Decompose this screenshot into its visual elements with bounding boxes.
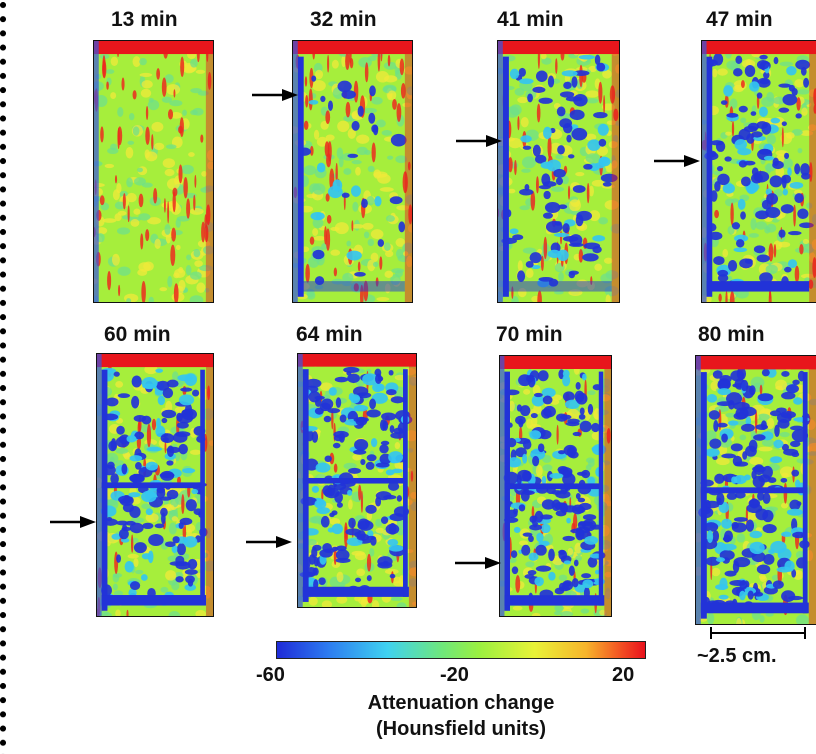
arrow-right-icon <box>246 536 292 548</box>
scale-bar <box>710 627 806 639</box>
arrow-right-icon <box>50 516 96 528</box>
colorbar-min-label: -60 <box>256 664 285 686</box>
ct-scan-panel-41min <box>497 40 620 303</box>
colorbar-title-line2: (Hounsfield units) <box>376 718 546 740</box>
panel-label-70min: 70 min <box>496 323 563 346</box>
ct-scan-panel-70min <box>499 355 612 617</box>
ct-scan-panel-47min <box>701 40 816 303</box>
panel-label-32min: 32 min <box>310 8 377 31</box>
ct-scan-panel-80min <box>695 355 816 625</box>
panel-label-60min: 60 min <box>104 323 171 346</box>
colorbar-mid-label: -20 <box>440 664 469 686</box>
panel-label-64min: 64 min <box>296 323 363 346</box>
panel-label-47min: 47 min <box>706 8 773 31</box>
attenuation-colorbar <box>276 641 646 659</box>
left-dotted-border <box>0 0 12 754</box>
scale-bar-label: ~2.5 cm. <box>697 645 777 667</box>
arrow-right-icon <box>456 135 502 147</box>
arrow-right-icon <box>654 155 700 167</box>
ct-scan-panel-64min <box>297 353 417 608</box>
panel-label-41min: 41 min <box>497 8 564 31</box>
ct-scan-panel-60min <box>96 353 214 617</box>
arrow-right-icon <box>455 557 501 569</box>
colorbar-max-label: 20 <box>612 664 635 686</box>
ct-scan-panel-13min <box>93 40 214 303</box>
arrow-right-icon <box>252 89 298 101</box>
panel-label-80min: 80 min <box>698 323 765 346</box>
panel-label-13min: 13 min <box>111 8 178 31</box>
ct-scan-panel-32min <box>292 40 413 303</box>
colorbar-title-line1: Attenuation change <box>367 692 555 714</box>
